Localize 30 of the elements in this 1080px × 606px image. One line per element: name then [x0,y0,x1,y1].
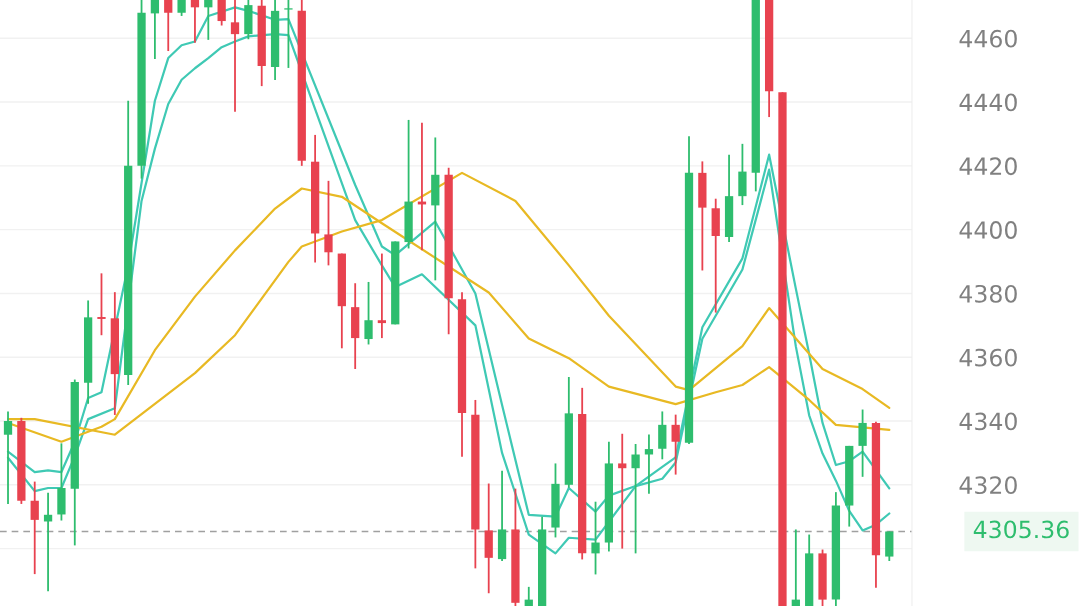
candlestick [3,410,13,505]
candlestick [858,408,867,478]
y-tick-label: 4320 [959,476,1017,495]
candlestick [591,500,600,576]
candlestick [658,410,667,461]
y-tick-label: 4380 [959,284,1017,303]
candlestick [164,0,173,52]
candlestick [618,432,627,550]
y-tick-label: 4340 [959,412,1017,431]
y-tick-label: 4420 [959,157,1017,176]
candlestick [324,179,333,267]
candlestick [204,0,213,41]
candlestick [791,528,800,606]
candlestick [97,272,106,337]
y-tick-label: 4440 [959,93,1017,112]
candlestick [284,0,293,69]
candlestick [30,480,39,576]
candlestick [524,585,533,606]
y-tick-label: 4400 [959,221,1017,239]
candlestick [631,443,640,555]
candlestick [671,413,680,476]
candlestick [377,252,387,339]
candlestick [364,281,373,346]
candlestick [190,0,200,44]
candlestick [150,0,160,60]
y-tick-label: 4460 [959,29,1017,48]
y-tick-label: 4360 [959,348,1017,367]
ref-line-label: 4305.36 [973,520,1069,539]
candlestick [230,0,240,113]
candlestick [217,0,226,27]
